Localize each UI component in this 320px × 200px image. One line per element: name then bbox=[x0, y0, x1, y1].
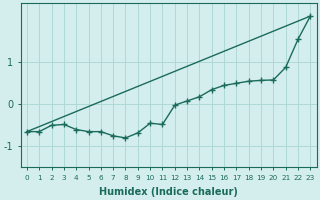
X-axis label: Humidex (Indice chaleur): Humidex (Indice chaleur) bbox=[99, 187, 238, 197]
